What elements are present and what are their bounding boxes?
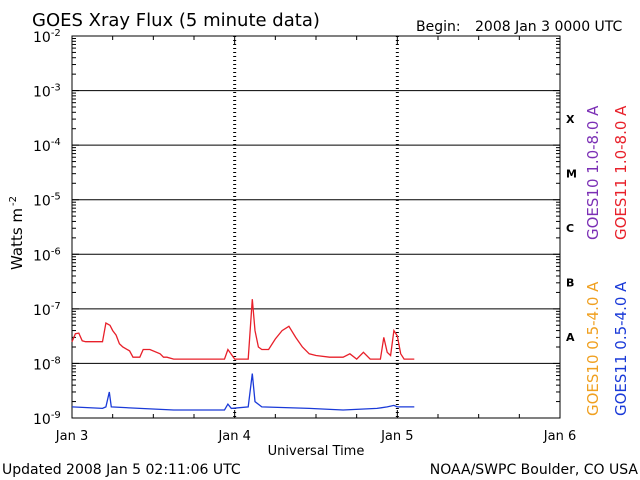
y-tick-label: 10-4 xyxy=(33,137,61,155)
grid-layer xyxy=(72,90,560,364)
begin-label: Begin: xyxy=(416,19,461,35)
series-layer xyxy=(71,299,415,411)
y-axis-ticks: 10-2 10-3 10-4 10-5 10-6 10-7 10-8 10-9 xyxy=(33,28,560,428)
updated-timestamp: Updated 2008 Jan 5 02:11:06 UTC xyxy=(2,462,241,478)
y-tick-label: 10-7 xyxy=(33,301,61,319)
x-tick-label: Jan 6 xyxy=(543,429,576,444)
credit-text: NOAA/SWPC Boulder, CO USA xyxy=(430,462,639,478)
series-line xyxy=(71,373,415,411)
legend-goes10-long: GOES10 1.0-8.0 A xyxy=(584,105,602,240)
x-axis-ticks: Jan 3 Jan 4 Jan 5 Jan 6 xyxy=(55,36,576,444)
plot-area xyxy=(71,35,561,419)
y-axis-label: Watts m -2 xyxy=(8,196,26,270)
flare-class-label: B xyxy=(566,277,574,290)
flare-class-label: A xyxy=(566,331,575,344)
flare-class-labels: X M C B A xyxy=(566,113,577,344)
y-axis-label-text: Watts m xyxy=(8,208,26,270)
y-tick-label: 10-5 xyxy=(33,192,61,210)
day-boundary-markers xyxy=(233,36,399,418)
chart-title: GOES Xray Flux (5 minute data) xyxy=(32,10,320,31)
legend-goes11-short: GOES11 0.5-4.0 A xyxy=(612,281,630,416)
flare-class-label: M xyxy=(566,167,577,180)
y-axis-label-exponent: -2 xyxy=(8,196,19,206)
x-axis-label: Universal Time xyxy=(268,444,365,459)
flare-class-label: X xyxy=(566,113,575,126)
y-tick-label: 10-6 xyxy=(33,246,61,264)
x-tick-label: Jan 4 xyxy=(217,429,250,444)
y-tick-label: 10-9 xyxy=(33,410,61,428)
series-line xyxy=(71,299,415,360)
y-tick-label: 10-2 xyxy=(33,28,61,46)
begin-value: 2008 Jan 3 0000 UTC xyxy=(475,19,623,35)
flare-class-label: C xyxy=(566,222,574,235)
x-tick-label: Jan 3 xyxy=(55,429,88,444)
x-tick-label: Jan 5 xyxy=(380,429,413,444)
y-tick-label: 10-8 xyxy=(33,355,61,373)
legend-goes11-long: GOES11 1.0-8.0 A xyxy=(612,105,630,240)
legend-goes10-short: GOES10 0.5-4.0 A xyxy=(584,281,602,416)
y-tick-label: 10-3 xyxy=(33,83,61,101)
